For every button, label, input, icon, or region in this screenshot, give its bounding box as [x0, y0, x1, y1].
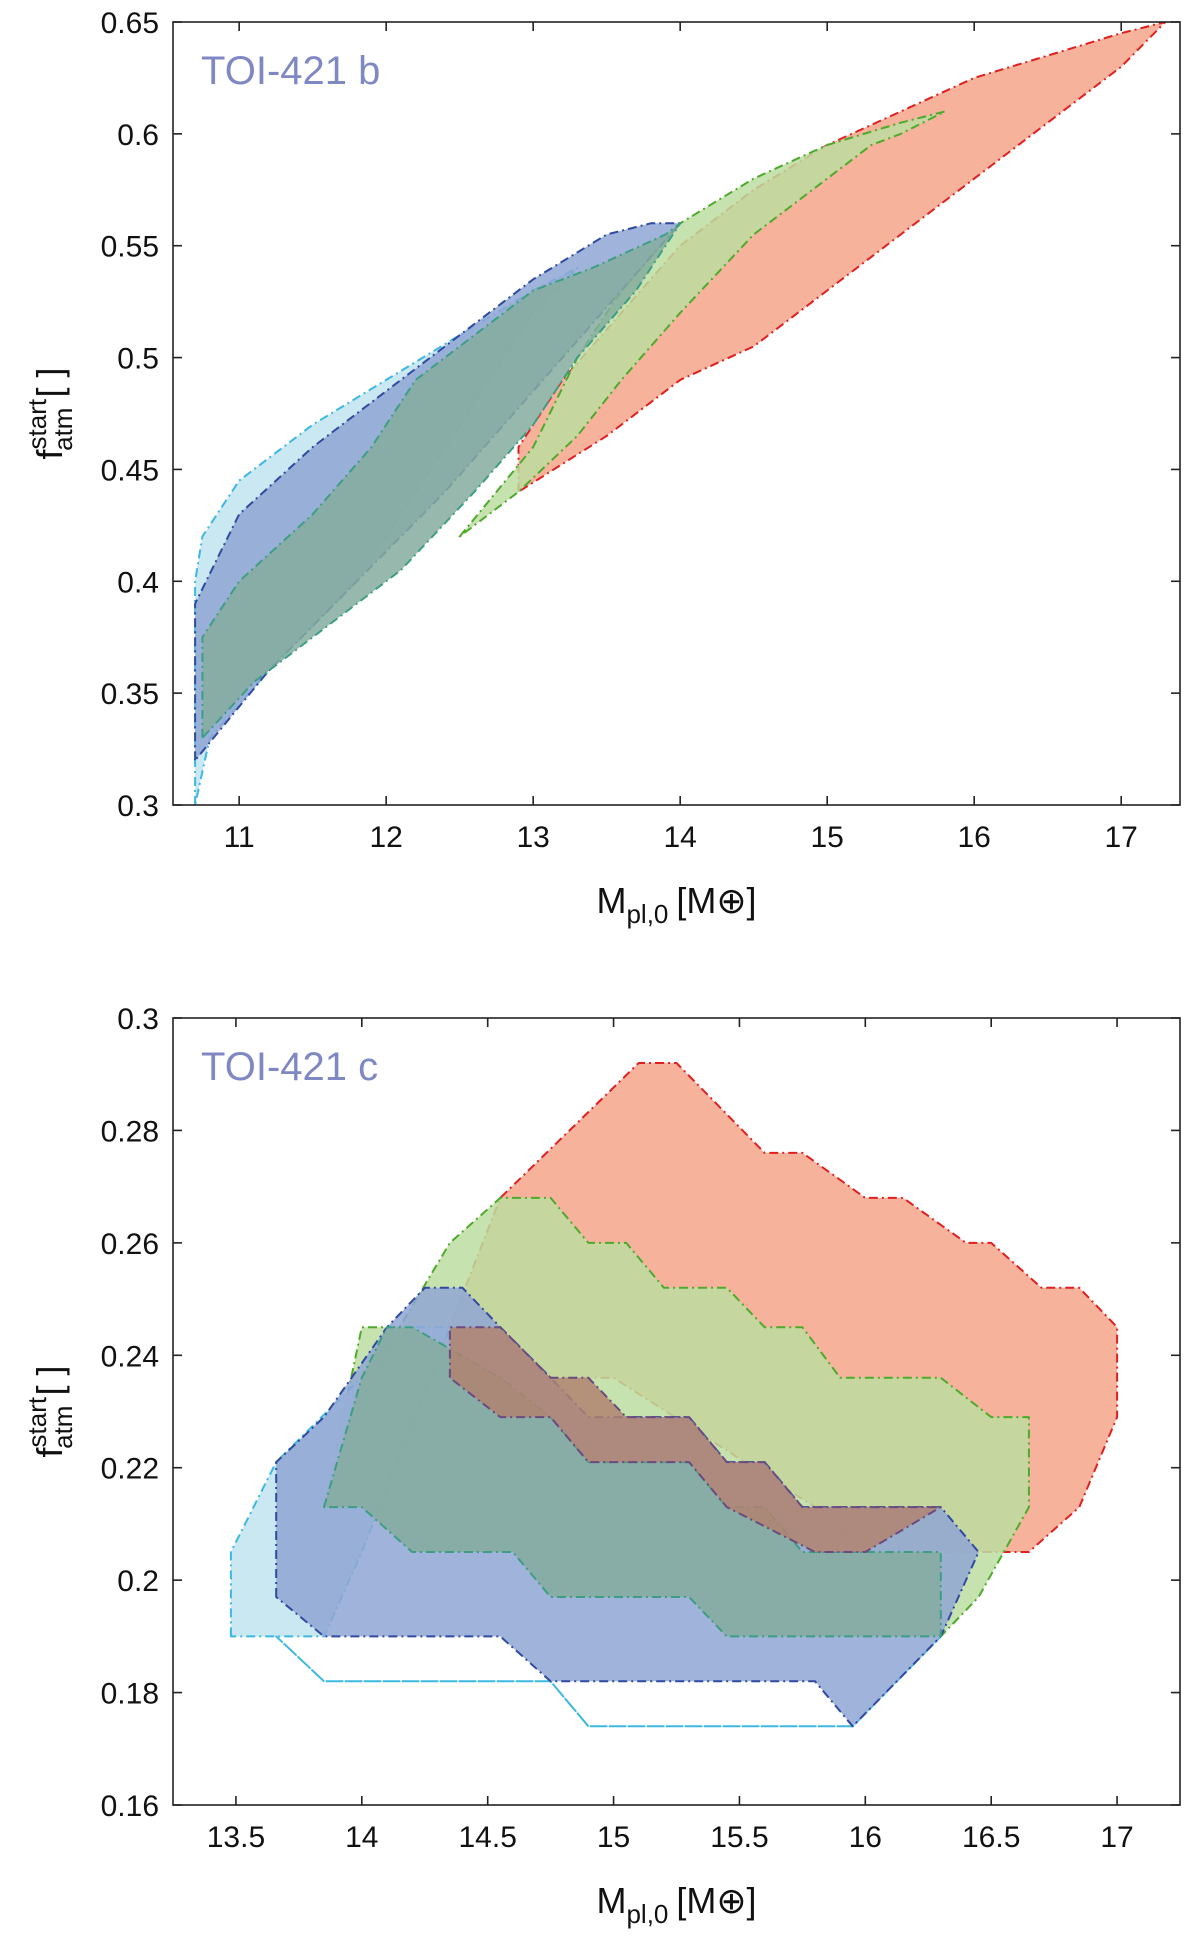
- y-tick-label: 0.55: [101, 231, 159, 264]
- x-axis-label: Mpl,0 [M⊕]: [596, 1880, 756, 1929]
- x-tick-label: 16.5: [962, 1821, 1020, 1854]
- region-6: [448, 1326, 942, 1553]
- panel-annotation: TOI-421 c: [201, 1045, 378, 1089]
- x-tick-label: 12: [369, 821, 402, 854]
- y-tick-label: 0.4: [117, 566, 159, 599]
- y-tick-label: 0.5: [117, 343, 159, 376]
- y-tick-label: 0.28: [101, 1115, 159, 1148]
- axes-box: [172, 21, 1181, 806]
- panel-annotation: TOI-421 b: [201, 49, 380, 93]
- x-tick-label: 13: [516, 821, 549, 854]
- y-tick-label: 0.16: [101, 1790, 159, 1823]
- x-tick-label: 16: [849, 1821, 882, 1854]
- axes-box: [172, 1017, 1181, 1806]
- x-tick-label: 14.5: [458, 1821, 516, 1854]
- x-tick-label: 17: [1105, 821, 1138, 854]
- y-tick-label: 0.45: [101, 454, 159, 487]
- x-tick-label: 13.5: [207, 1821, 265, 1854]
- panel-toi-421-b: 11 12 13 14 15 16 17 0.3 0.35 0.4 0.45 0.5 0.55 0.6 0.…: [22, 7, 1181, 929]
- x-tick-label: 15: [597, 1821, 630, 1854]
- plot-area: [194, 22, 1167, 805]
- y-axis-label: fstartatm[ ]: [22, 368, 78, 460]
- y-tick-label: 0.24: [101, 1340, 159, 1373]
- region-0: [517, 22, 1167, 493]
- y-tick-label: 0.65: [101, 7, 159, 40]
- x-tick-label: 15.5: [710, 1821, 768, 1854]
- plot-area: [229, 1062, 1119, 1728]
- x-tick-label: 14: [345, 1821, 378, 1854]
- y-tick-label: 0.26: [101, 1228, 159, 1261]
- x-tick-label: 16: [958, 821, 991, 854]
- y-tick-label: 0.3: [117, 790, 159, 823]
- x-tick-label: 17: [1100, 1821, 1133, 1854]
- x-axis-label: Mpl,0 [M⊕]: [596, 880, 756, 929]
- x-tick-label: 11: [224, 821, 255, 854]
- y-axis-label: fstartatm[ ]: [22, 1366, 78, 1458]
- panel-toi-421-c: 13.5 14 14.5 15 15.5 16 16.5 17 0.16 0.18 0.2 0.22 0…: [22, 1003, 1181, 1929]
- x-tick-label: 14: [663, 821, 696, 854]
- y-tick-label: 0.6: [117, 119, 159, 152]
- y-tick-label: 0.3: [117, 1003, 159, 1036]
- x-tick-label: 15: [810, 821, 843, 854]
- y-tick-label: 0.35: [101, 678, 159, 711]
- y-tick-label: 0.22: [101, 1453, 159, 1486]
- region-1: [458, 110, 946, 538]
- y-tick-label: 0.18: [101, 1678, 159, 1711]
- region-4: [201, 222, 682, 739]
- y-tick-label: 0.2: [117, 1565, 159, 1598]
